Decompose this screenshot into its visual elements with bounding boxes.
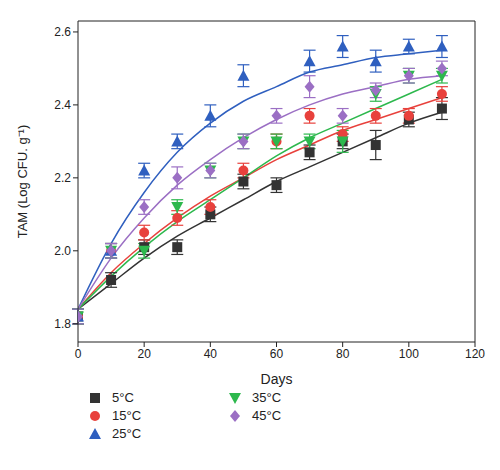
html-text:25°C: 25°C bbox=[112, 426, 141, 441]
svg-text:2.2: 2.2 bbox=[54, 171, 71, 185]
svg-text:2.0: 2.0 bbox=[54, 244, 71, 258]
svg-text:Days: Days bbox=[261, 371, 293, 387]
svg-text:TAM (Log CFU. g⁻¹): TAM (Log CFU. g⁻¹) bbox=[15, 125, 30, 239]
html-text:5°C: 5°C bbox=[112, 390, 134, 405]
html-text:15°C: 15°C bbox=[112, 408, 141, 423]
svg-text:100: 100 bbox=[399, 347, 419, 361]
svg-text:2.6: 2.6 bbox=[54, 25, 71, 39]
html-text:45°C: 45°C bbox=[252, 408, 281, 423]
svg-text:60: 60 bbox=[270, 347, 284, 361]
svg-text:1.8: 1.8 bbox=[54, 317, 71, 331]
svg-text:0: 0 bbox=[75, 347, 82, 361]
html-text:35°C: 35°C bbox=[252, 390, 281, 405]
svg-text:20: 20 bbox=[137, 347, 151, 361]
svg-text:2.4: 2.4 bbox=[54, 98, 71, 112]
svg-text:40: 40 bbox=[204, 347, 218, 361]
svg-text:80: 80 bbox=[336, 347, 350, 361]
svg-text:120: 120 bbox=[465, 347, 485, 361]
